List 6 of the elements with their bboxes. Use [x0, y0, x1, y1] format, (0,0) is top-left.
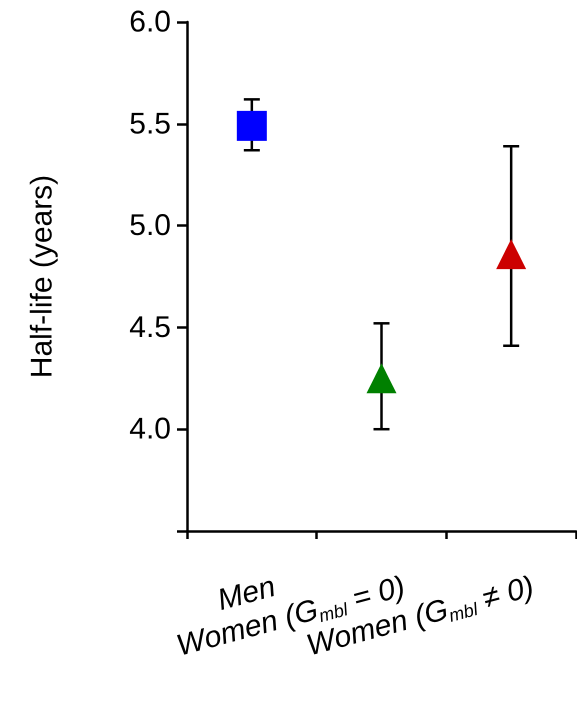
y-tick-label: 4.5 [129, 310, 171, 344]
y-axis-title: Half-life (years) [26, 174, 58, 378]
y-tick-label: 4.0 [129, 412, 171, 446]
y-tick-label: 5.0 [129, 209, 171, 242]
y-tick-label: 5.5 [129, 107, 171, 140]
y-tick-label: 6.0 [129, 6, 171, 38]
